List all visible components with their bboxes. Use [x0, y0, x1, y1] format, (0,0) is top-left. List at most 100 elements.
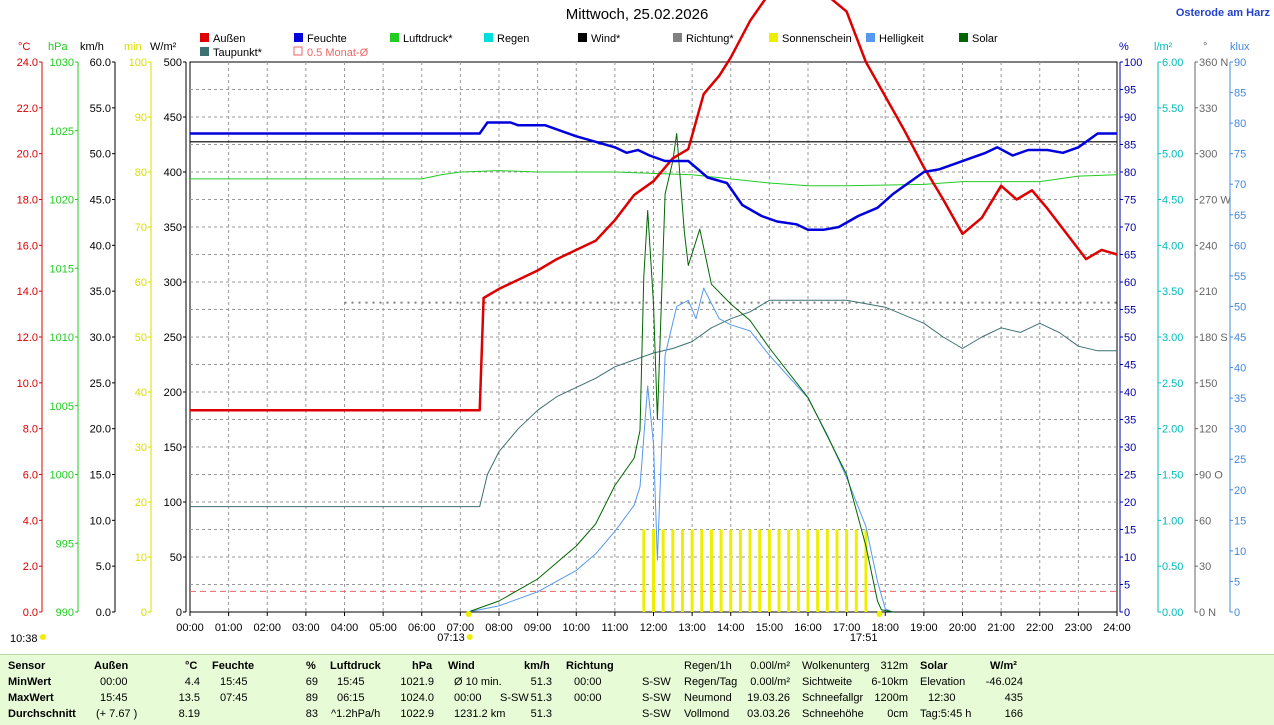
axis-tick-label-hum: 25: [1124, 470, 1136, 482]
richtung-value: S-SW: [642, 692, 671, 704]
axis-tick-label-hum: 55: [1124, 305, 1136, 317]
solar-key: Tag:5:45 h: [920, 708, 972, 720]
axis-tick-label-temp: 2.0: [23, 561, 38, 573]
x-tick-label: 14:00: [717, 622, 745, 634]
axis-unit-press: hPa: [48, 41, 68, 53]
feuchte-time: 15:45: [220, 676, 248, 688]
axis-tick-label-dir: 270 W: [1199, 195, 1231, 207]
weather-value: 312m: [880, 660, 908, 672]
axis-unit-solar: W/m²: [150, 41, 177, 53]
aussen-value: 4.4: [184, 676, 200, 688]
weather-value: 1200m: [874, 692, 908, 704]
header-sensor: Sensor: [8, 660, 46, 672]
header-solar-unit: W/m²: [990, 660, 1017, 672]
row-label: MaxWert: [8, 692, 54, 704]
axis-tick-label-hum: 100: [1124, 57, 1142, 69]
axis-tick-label-dir: 120: [1199, 424, 1217, 436]
wind-value: 51.3: [530, 692, 552, 704]
axis-tick-label-lux: 75: [1234, 149, 1246, 161]
axis-tick-label-sun: 60: [135, 277, 147, 289]
axis-tick-label-press: 1015: [50, 263, 74, 275]
wind-time: 00:00: [454, 692, 482, 704]
richtung-value: S-SW: [642, 708, 671, 720]
x-tick-label: 11:00: [602, 622, 629, 634]
x-tick-label: 02:00: [253, 622, 281, 634]
weather-value: 6-10km: [871, 676, 908, 688]
axis-tick-label-wind: 40.0: [90, 240, 111, 252]
rain-value: 0.00l/m²: [750, 676, 790, 688]
series-line-taupunkt: [190, 299, 1117, 508]
moon-value: 19.03.26: [747, 692, 790, 704]
axis-tick-label-wind: 50.0: [90, 149, 111, 161]
legend-label: Wind*: [591, 33, 621, 45]
axis-tick-label-rain: 1.50: [1162, 470, 1183, 482]
series-line-auen: [190, 0, 1118, 412]
x-tick-label: 08:00: [485, 622, 513, 634]
axis-tick-label-lux: 20: [1234, 485, 1246, 497]
wind-direction: S-SW: [500, 692, 529, 704]
feuchte-value: 83: [305, 708, 318, 720]
sunrise-marker: [465, 611, 472, 617]
axis-tick-label-rain: 3.50: [1162, 286, 1183, 298]
axis-tick-label-hum: 85: [1124, 140, 1136, 152]
moon-key: Vollmond: [684, 708, 730, 720]
solar-value: 166: [1004, 708, 1023, 720]
axis-tick-label-hum: 0: [1124, 607, 1130, 619]
weather-key: Wolkenunterg: [802, 660, 870, 672]
x-tick-label: 21:00: [987, 622, 1015, 634]
axis-tick-label-dir: 180 S: [1199, 332, 1228, 344]
axis-tick-label-hum: 50: [1124, 332, 1136, 344]
axis-tick-label-lux: 60: [1234, 240, 1246, 252]
weather-key: Schneefallgr: [802, 692, 864, 704]
axis-tick-label-dir: 210: [1199, 286, 1217, 298]
feuchte-value: 89: [305, 692, 318, 704]
axis-tick-label-lux: 30: [1234, 424, 1246, 436]
luftdruck-time: ^1.2hPa/h: [331, 708, 381, 720]
axis-tick-label-press: 995: [56, 538, 74, 550]
axis-tick-label-dir: 330: [1199, 103, 1217, 115]
series-line-solar: [467, 133, 894, 613]
wind-value: 51.3: [530, 676, 552, 688]
axis-tick-label-lux: 55: [1234, 271, 1246, 283]
axis-tick-label-lux: 5: [1234, 576, 1240, 588]
axis-tick-label-sun: 20: [135, 497, 147, 509]
series-line-luftdruck: [190, 170, 1118, 187]
axis-tick-label-wind: 45.0: [90, 195, 111, 207]
current-time-marker: [40, 634, 46, 640]
solar-value: 435: [1004, 692, 1023, 704]
x-tick-label: 20:00: [949, 622, 977, 634]
richtung-time: 00:00: [574, 676, 602, 688]
axis-tick-label-sun: 90: [135, 112, 147, 124]
header-wind: Wind: [448, 660, 475, 672]
legend-label: Außen: [213, 33, 245, 45]
luftdruck-time: 15:45: [337, 676, 365, 688]
header-wind-unit: km/h: [524, 660, 550, 672]
sunrise-dot: [466, 634, 473, 640]
x-tick-label: 05:00: [369, 622, 397, 634]
axis-tick-label-temp: 10.0: [17, 378, 38, 390]
axis-tick-label-lux: 50: [1234, 301, 1246, 313]
axis-tick-label-rain: 4.50: [1162, 195, 1183, 207]
axis-tick-label-hum: 30: [1124, 442, 1136, 454]
axis-tick-label-rain: 0.00: [1162, 607, 1183, 619]
x-tick-label: 19:00: [910, 622, 938, 634]
axis-tick-label-wind: 10.0: [90, 515, 111, 527]
axis-tick-label-press: 1010: [50, 332, 74, 344]
header-luftdruck-unit: hPa: [412, 660, 433, 672]
axis-tick-label-dir: 60: [1199, 515, 1211, 527]
axis-tick-label-rain: 0.50: [1162, 561, 1183, 573]
axis-unit-temp: °C: [18, 41, 30, 53]
axis-tick-label-solar: 50: [170, 552, 182, 564]
axis-tick-label-rain: 2.00: [1162, 424, 1183, 436]
axis-tick-label-solar: 450: [164, 112, 182, 124]
axis-tick-label-solar: 500: [164, 57, 182, 69]
moon-key: Neumond: [684, 692, 732, 704]
axis-tick-label-hum: 65: [1124, 250, 1136, 262]
x-tick-label: 17:00: [833, 622, 861, 634]
axis-tick-label-hum: 90: [1124, 112, 1136, 124]
axis-tick-label-sun: 30: [135, 442, 147, 454]
axis-tick-label-temp: 0.0: [23, 607, 38, 619]
axis-tick-label-lux: 65: [1234, 210, 1246, 222]
axis-tick-label-hum: 80: [1124, 167, 1136, 179]
axis-tick-label-rain: 5.00: [1162, 149, 1183, 161]
